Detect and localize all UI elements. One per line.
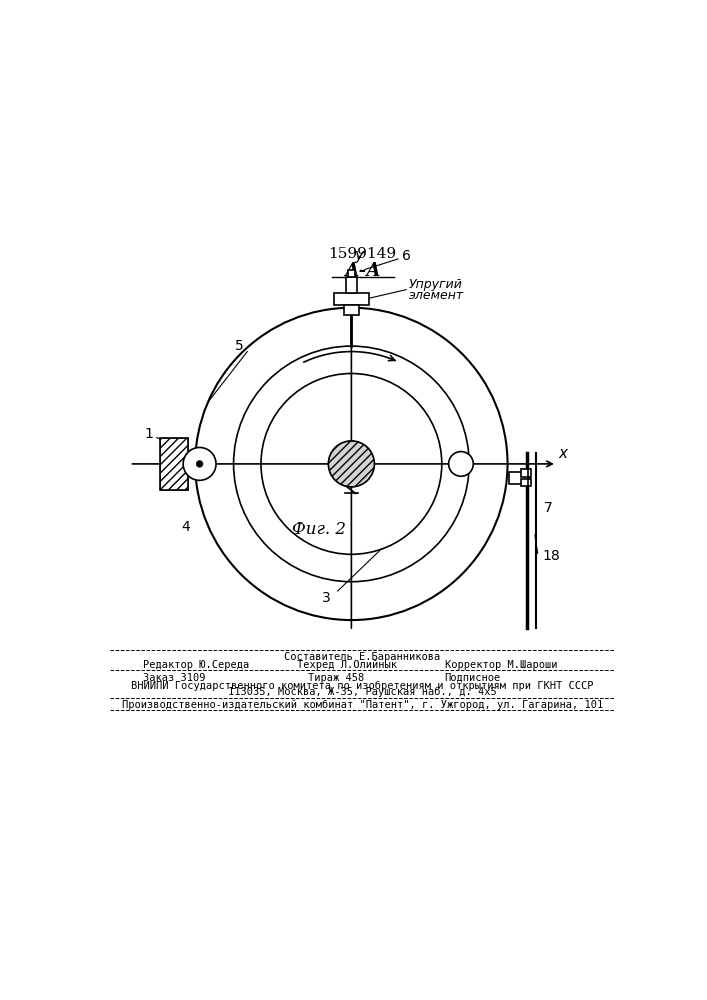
Text: Корректор М.Шароши: Корректор М.Шароши <box>445 660 557 670</box>
Text: Техред Л.Олийнык: Техред Л.Олийнык <box>297 660 397 670</box>
Bar <box>521 479 531 486</box>
Text: А-А: А-А <box>344 262 380 280</box>
Text: 3: 3 <box>322 591 331 605</box>
Circle shape <box>183 447 216 480</box>
Text: Заказ 3109: Заказ 3109 <box>144 673 206 683</box>
Text: элемент: элемент <box>409 289 464 302</box>
Text: 7: 7 <box>544 501 553 515</box>
Text: Упругий: Упругий <box>409 278 463 291</box>
Text: Тираж 458: Тираж 458 <box>308 673 364 683</box>
Text: 6: 6 <box>402 249 411 263</box>
Text: Составитель Е.Баранникова: Составитель Е.Баранникова <box>284 652 440 662</box>
Text: 113035, Москва, Ж-35, Раушская наб., д. 4х5: 113035, Москва, Ж-35, Раушская наб., д. … <box>228 687 497 697</box>
Text: 1: 1 <box>144 427 153 441</box>
Bar <box>509 472 530 484</box>
Text: 4: 4 <box>181 520 189 534</box>
Bar <box>334 293 369 305</box>
Text: 18: 18 <box>542 549 560 563</box>
Text: у: у <box>354 248 363 263</box>
Text: Подписное: Подписное <box>445 673 501 683</box>
Circle shape <box>449 452 473 476</box>
Text: 1599149: 1599149 <box>328 247 397 261</box>
Circle shape <box>328 441 375 487</box>
Bar <box>521 469 531 477</box>
Text: Фиг. 2: Фиг. 2 <box>291 521 346 538</box>
Text: ВНИИПИ Государственного комитета по изобретениям и открытиям при ГКНТ СССР: ВНИИПИ Государственного комитета по изоб… <box>131 681 594 691</box>
Bar <box>160 438 188 490</box>
Bar <box>344 305 359 315</box>
Bar <box>160 438 188 490</box>
Circle shape <box>197 461 203 467</box>
Text: Редактор Ю.Середа: Редактор Ю.Середа <box>144 660 250 670</box>
Text: 5: 5 <box>235 339 243 353</box>
Text: Производственно-издательский комбинат "Патент", г. Ужгород, ул. Гагарина, 101: Производственно-издательский комбинат "П… <box>122 699 603 710</box>
Bar <box>346 277 357 293</box>
Text: х: х <box>559 446 568 461</box>
Bar <box>348 270 355 277</box>
